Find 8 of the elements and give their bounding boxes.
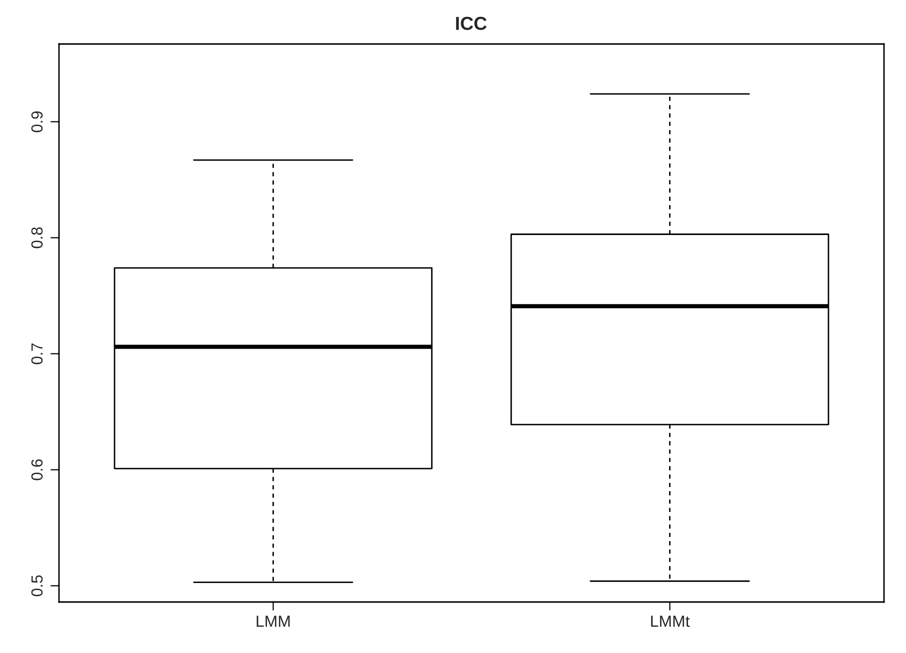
y-tick-label: 0.8: [31, 227, 43, 248]
y-tick-label: 0.5: [31, 575, 43, 596]
y-tick-label: 0.9: [31, 111, 43, 132]
x-tick-label: LMMt: [651, 616, 690, 627]
chart-title: ICC: [456, 16, 487, 30]
y-tick-label: 0.6: [31, 459, 43, 480]
x-tick-label: LMM: [256, 616, 290, 627]
y-tick-label: 0.7: [31, 343, 43, 364]
